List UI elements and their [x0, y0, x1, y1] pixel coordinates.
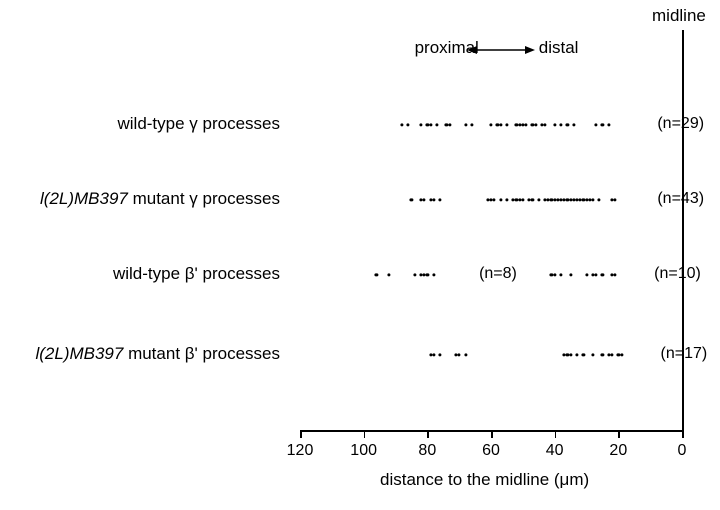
data-point [614, 273, 617, 276]
data-point [493, 198, 496, 201]
x-tick [682, 430, 684, 438]
data-point [544, 123, 547, 126]
n-label: (n=43) [657, 190, 704, 208]
distal-label: distal [539, 38, 579, 58]
x-tick-label: 80 [418, 442, 436, 460]
data-point [534, 123, 537, 126]
data-point [432, 198, 435, 201]
data-point [591, 198, 594, 201]
x-tick [555, 430, 557, 438]
x-tick [618, 430, 620, 438]
data-point [601, 353, 604, 356]
data-point [499, 123, 502, 126]
data-point [553, 123, 556, 126]
data-point [569, 273, 572, 276]
row-label: l(2L)MB397 mutant β' processes [35, 344, 280, 364]
n-label: (n=17) [661, 345, 708, 363]
x-tick [491, 430, 493, 438]
data-point [435, 123, 438, 126]
x-tick [427, 430, 429, 438]
data-point [438, 198, 441, 201]
x-tick-label: 120 [287, 442, 314, 460]
double-arrow-icon [465, 42, 537, 58]
data-point [620, 353, 623, 356]
data-point [489, 123, 492, 126]
n-label: (n=10) [654, 265, 701, 283]
data-point [448, 123, 451, 126]
x-tick-label: 100 [350, 442, 377, 460]
x-tick-label: 0 [678, 442, 687, 460]
data-point [614, 198, 617, 201]
data-point [582, 353, 585, 356]
midline-label: midline [652, 6, 706, 26]
data-point [572, 123, 575, 126]
data-point [559, 123, 562, 126]
row-label: wild-type γ processes [117, 114, 280, 134]
data-point [400, 123, 403, 126]
x-tick-label: 40 [546, 442, 564, 460]
data-point [464, 353, 467, 356]
data-point [499, 198, 502, 201]
n-label: (n=29) [657, 115, 704, 133]
data-point [585, 273, 588, 276]
x-tick [364, 430, 366, 438]
data-point [505, 198, 508, 201]
data-point [559, 273, 562, 276]
data-point [594, 123, 597, 126]
data-point [537, 198, 540, 201]
data-point [464, 123, 467, 126]
data-point [594, 273, 597, 276]
data-point [413, 273, 416, 276]
data-point [566, 123, 569, 126]
row-label: l(2L)MB397 mutant γ processes [40, 189, 280, 209]
data-point [610, 353, 613, 356]
n-label: (n=8) [479, 265, 517, 283]
data-point [521, 198, 524, 201]
data-point [607, 123, 610, 126]
data-point [375, 273, 378, 276]
data-point [524, 123, 527, 126]
data-point [423, 198, 426, 201]
data-point [388, 273, 391, 276]
data-point [601, 273, 604, 276]
data-point [407, 123, 410, 126]
data-point [419, 123, 422, 126]
data-point [598, 198, 601, 201]
x-axis-title: distance to the midline (μm) [380, 470, 589, 490]
row-label: wild-type β' processes [113, 264, 280, 284]
data-point [458, 353, 461, 356]
data-point [531, 198, 534, 201]
data-point [553, 273, 556, 276]
data-point [591, 353, 594, 356]
strip-chart: 0 20 40 60 80 100 120 distance to the midline (… [0, 0, 720, 510]
data-point [432, 353, 435, 356]
data-point [426, 273, 429, 276]
data-point [505, 123, 508, 126]
data-point [429, 123, 432, 126]
data-point [438, 353, 441, 356]
data-point [432, 273, 435, 276]
x-tick-label: 20 [609, 442, 627, 460]
data-point [470, 123, 473, 126]
x-tick [300, 430, 302, 438]
data-point [569, 353, 572, 356]
midline-axis [682, 30, 684, 430]
data-point [410, 198, 413, 201]
data-point [575, 353, 578, 356]
data-point [601, 123, 604, 126]
x-tick-label: 60 [482, 442, 500, 460]
